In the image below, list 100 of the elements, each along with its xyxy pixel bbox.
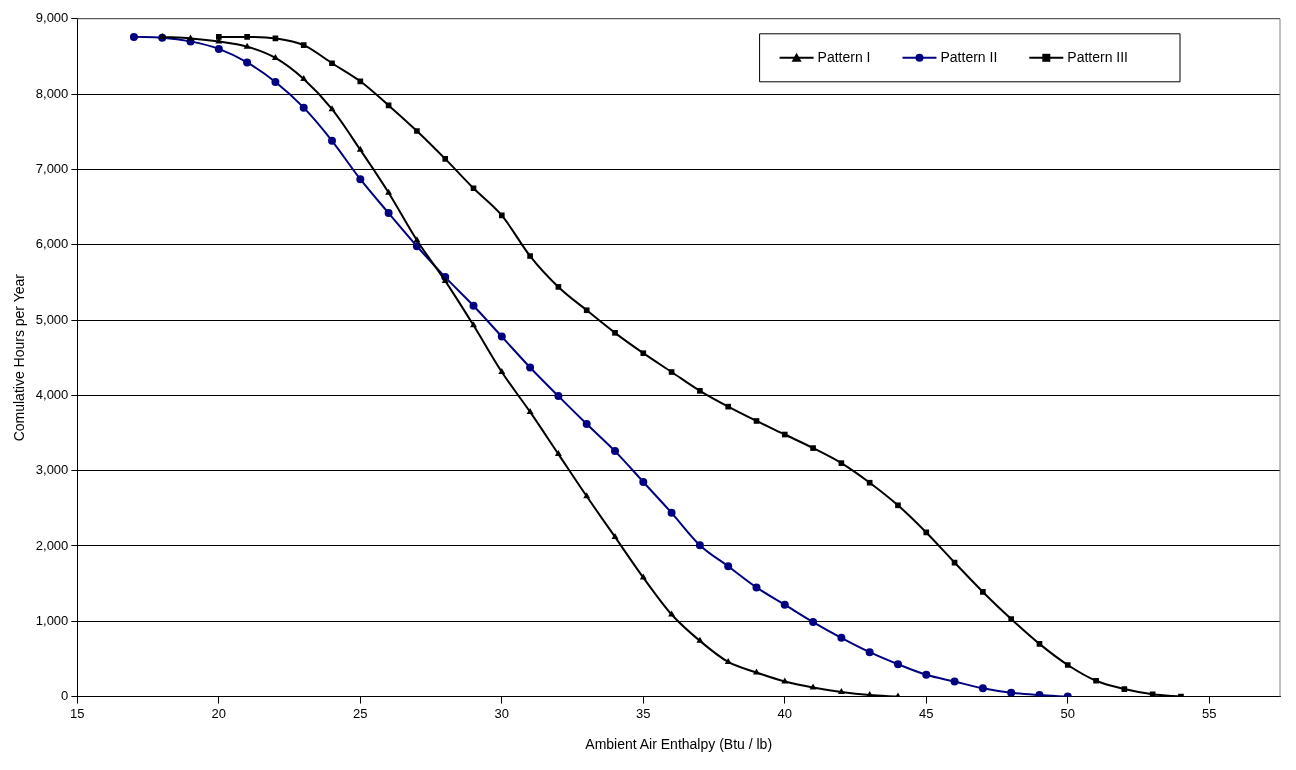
point bbox=[300, 75, 308, 82]
point bbox=[978, 684, 987, 693]
point bbox=[526, 363, 535, 372]
y-tick-label: 7,000 bbox=[35, 161, 69, 176]
point bbox=[724, 562, 733, 571]
legend-label: Pattern II bbox=[940, 48, 998, 65]
point bbox=[413, 236, 421, 243]
point bbox=[271, 53, 279, 60]
point bbox=[725, 403, 732, 410]
point bbox=[498, 212, 505, 219]
point bbox=[442, 156, 449, 162]
point bbox=[1093, 677, 1099, 684]
point bbox=[583, 307, 590, 314]
x-tick-label: 50 bbox=[1060, 705, 1075, 721]
legend-label: Pattern III bbox=[1067, 48, 1129, 65]
point bbox=[668, 610, 676, 617]
point bbox=[1064, 662, 1071, 668]
x-tick-label: 15 bbox=[70, 705, 85, 721]
point bbox=[328, 105, 336, 112]
point bbox=[243, 42, 251, 49]
point bbox=[810, 445, 816, 451]
point bbox=[527, 253, 533, 259]
x-tick-label: 45 bbox=[919, 705, 934, 721]
point bbox=[695, 541, 704, 550]
point bbox=[356, 145, 364, 152]
x-tick-label: 30 bbox=[494, 705, 510, 721]
point bbox=[922, 670, 931, 679]
point bbox=[271, 78, 280, 87]
point bbox=[329, 60, 335, 67]
point bbox=[357, 78, 364, 85]
point bbox=[497, 332, 506, 341]
point bbox=[837, 633, 846, 642]
point bbox=[611, 447, 619, 456]
y-tick-label: 0 bbox=[61, 688, 69, 704]
point bbox=[214, 44, 223, 53]
point bbox=[809, 683, 817, 690]
point bbox=[752, 583, 761, 592]
y-tick-label: 1,000 bbox=[35, 612, 69, 628]
point bbox=[753, 668, 760, 675]
point bbox=[300, 42, 307, 48]
point bbox=[639, 477, 648, 486]
point bbox=[781, 677, 789, 684]
y-tick-label: 2,000 bbox=[35, 537, 69, 553]
point bbox=[781, 431, 788, 438]
point bbox=[328, 136, 337, 145]
point bbox=[526, 407, 534, 414]
point bbox=[780, 600, 789, 609]
point bbox=[129, 32, 138, 41]
y-axis-title: Comulative Hours per Year bbox=[11, 273, 28, 442]
x-tick-label: 25 bbox=[353, 705, 368, 721]
point bbox=[554, 450, 562, 457]
y-tick-label: 3,000 bbox=[35, 462, 69, 478]
y-tick-label: 4,000 bbox=[35, 386, 69, 402]
point bbox=[612, 330, 618, 336]
point bbox=[555, 284, 562, 290]
y-tick-label: 5,000 bbox=[35, 311, 69, 327]
x-tick-label: 20 bbox=[211, 705, 227, 721]
x-axis-title: Ambient Air Enthalpy (Btu / lb) bbox=[585, 736, 773, 753]
point bbox=[866, 479, 873, 486]
point bbox=[640, 350, 647, 357]
point bbox=[923, 529, 930, 536]
point bbox=[697, 388, 703, 394]
point bbox=[215, 34, 222, 40]
point bbox=[1008, 616, 1014, 622]
point bbox=[554, 392, 563, 401]
point bbox=[838, 460, 845, 466]
point bbox=[611, 532, 619, 539]
legend-label: Pattern I bbox=[817, 48, 871, 65]
y-tick-label: 6,000 bbox=[35, 236, 69, 252]
y-tick-label: 8,000 bbox=[35, 85, 69, 101]
point bbox=[582, 419, 591, 428]
point bbox=[299, 103, 308, 112]
x-tick-label: 40 bbox=[777, 705, 793, 721]
y-tick-label: 9,000 bbox=[35, 10, 69, 26]
point bbox=[980, 589, 986, 595]
x-tick-label: 55 bbox=[1202, 705, 1217, 721]
point bbox=[1007, 688, 1016, 697]
point bbox=[865, 648, 874, 657]
point bbox=[1036, 641, 1043, 647]
point bbox=[667, 508, 676, 517]
point bbox=[498, 368, 506, 375]
point bbox=[244, 34, 250, 40]
point bbox=[724, 657, 732, 664]
point bbox=[639, 573, 647, 580]
point bbox=[243, 58, 252, 67]
point bbox=[809, 618, 818, 627]
point bbox=[837, 688, 845, 695]
point bbox=[668, 369, 675, 375]
point bbox=[1121, 686, 1128, 692]
point bbox=[385, 188, 393, 195]
point bbox=[414, 128, 420, 134]
point bbox=[583, 492, 591, 499]
point bbox=[895, 502, 901, 509]
x-tick-label: 35 bbox=[636, 705, 651, 721]
point bbox=[384, 209, 393, 218]
point bbox=[893, 660, 902, 669]
point bbox=[950, 677, 959, 686]
point bbox=[470, 185, 477, 192]
point bbox=[696, 636, 704, 643]
point bbox=[753, 418, 760, 424]
